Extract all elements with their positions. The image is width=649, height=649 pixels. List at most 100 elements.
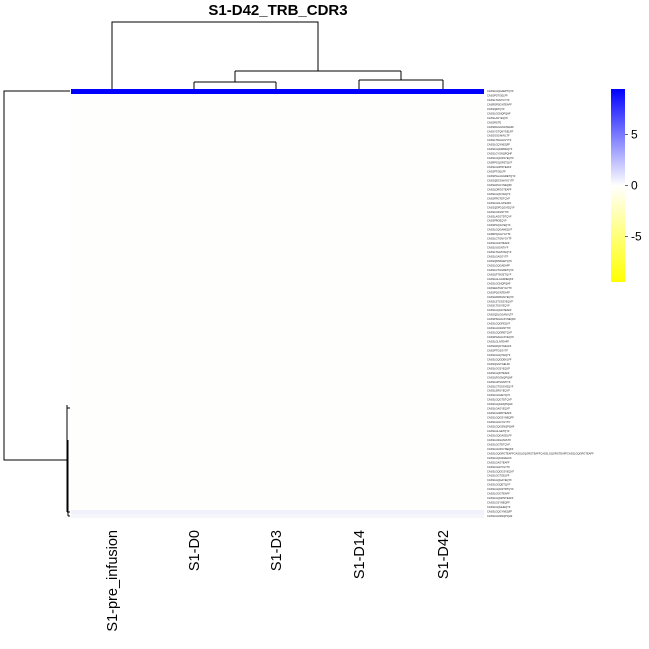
legend-ticks: -5 0 5 [625,128,642,243]
row-label: CASSPGAGGSYEQYF [487,335,515,339]
chart-title: S1-D42_TRB_CDR3 [208,2,347,19]
heatmap-background [71,89,484,518]
row-label: CASSLTGGSYEQYF [487,250,512,254]
row-label: CASSLTSGGGVYTF [487,138,512,142]
row-label: CASSLGSYNEQFF [487,501,510,505]
row-label: CASSLGQGRDEQYF [487,147,513,151]
row-label: CASSLGQGYNEQFF [487,510,512,514]
row-label: CASSLSTGSSYEQYF [487,299,514,303]
row-label: CASSLAGGTDTQYF [487,214,512,218]
column-label: S1-D0 [187,530,203,571]
row-label: CASSLGGSGNTIYF [487,326,511,330]
row-label: CASSFRGTDTQYF [487,196,510,200]
column-label: S1-D14 [352,530,368,579]
row-label: CASSLGQGAYEQYF [487,478,512,482]
row-label: CASRDRSGNTEAFF [487,102,512,106]
row-label: CASSLGQGAHEQYF [487,228,513,232]
row-label: CASSLGQYNEQFF [487,143,510,147]
row-label: CASSLGQNTEAFF [487,371,510,375]
row-labels: CASSLGQGAEPTQYFCASSPGTGELFFCASSLTGNYGYTF… [487,89,594,518]
column-label: S1-D42 [436,530,452,579]
heatmap-body [71,89,484,518]
row-label: CASSLGTSGSYEQYF [487,384,514,388]
row-label: CASSLGQGNTEAFF [487,308,512,312]
row-label: CASSLGQGTDTQYF [487,398,512,402]
row-label: CASSLTGGYEQYF [487,304,510,308]
row-label: CASSPQGNTEAFF [487,290,510,294]
row-label: CASSQDSSGETQYF [487,259,512,263]
row-label: CASSLGGQYEQYF [487,353,511,357]
legend-tick-label: -5 [631,229,642,243]
row-label: CASSLGGQETQYF [487,483,511,487]
row-label: CASSLGQGGSYEQYF [487,469,515,473]
row-label: CASSLGGSNQPQHF [487,514,513,518]
row-label: CASRPGQGFETQYF [487,161,513,165]
row-label: CASSLGQGSGELFF [487,456,512,460]
row-label: CASSLGQGFEQYF [487,322,511,326]
row-label: CASSQEGGANYGYTF [487,178,515,182]
row-label: CASSEGTGNYGYTF [487,286,512,290]
row-label: CASSLGQGHEQYF [487,505,511,509]
row-label: CASSPGQGYEQYF [487,223,511,227]
column-label: S1-D3 [269,530,285,571]
legend-tick-label: 0 [631,179,638,193]
column-labels: S1-pre_infusion S1-D0 S1-D3 S1-D14 S1-D42 [105,530,452,632]
row-label: CASSLRDRGNYEQYF [487,295,514,299]
row-label: CASSLGGRNTEAFF [487,411,512,415]
row-label: CASSQETQYF [487,107,505,111]
row-label: CASSPGLAGGRETQYF [487,174,516,178]
row-label: CASSLGQGSYNEQFF [487,416,514,420]
row-label: CASSLRGGYNEQFF [487,183,512,187]
row-label: CASSLGYSNQPQHF [487,152,512,156]
row-label: CASSLGGGETQYF [487,393,511,397]
row-label: CASSLGGSYEQYF [487,366,510,370]
row-label: CASSQDLGGANVLTF [487,313,514,317]
row-label: CASSLGGPNTEAFF [487,165,512,169]
row-label: CASSLGQGRETQYF [487,331,512,335]
row-label: CASSLGQGSNQPQHF [487,425,515,429]
row-dendrogram [3,90,70,517]
row-label: CASSLGQGAEPTQYF [487,89,514,93]
row-label: CASSLGQGPNTEAFF [487,496,514,500]
row-label: CASSLGGSSYNEQFF [487,447,514,451]
row-label: CASSLGLGETQYF [487,429,510,433]
color-legend: -5 0 5 [611,89,642,282]
row-label: CASSLGTGNYGYTF [487,237,512,241]
row-label: CASSLRTSGETQYF [487,272,512,276]
row-label: CASSRGTE [487,120,502,124]
row-label: CASSPTGELFF [487,170,506,174]
legend-colorbar [611,89,625,282]
row-label: CASSLAGYEQYF [487,116,508,120]
row-label: CASSLGSGNTIYF [487,210,509,214]
row-label: CASSLGGNQPQHF [487,281,511,285]
row-label: CASSLGGNYGYTF [487,465,510,469]
row-label: CASSLGAGYEQYF [487,407,510,411]
row-label: CASSLGQGSTDTQYF [487,487,514,491]
row-label: CASSLSRGYEQYF [487,389,510,393]
row-label: CASSLGQGAEAFF [487,263,510,267]
row-label: CASSLTGNYGYTF [487,98,510,102]
row-label: CASSLGQGNQPQHF [487,402,513,406]
row-label: CASSLDRGGTEAFF [487,187,512,191]
row-label: CASSYGTQNTGELFF [487,129,514,133]
row-label: CASSLVSGNTIYF [487,246,509,250]
row-label: CASSLGGGYGYTF [487,420,511,424]
heatmap-bottom-row [71,510,484,514]
row-label: CASSLGLNTEAFF [487,340,509,344]
row-label: CASSLGAGTEAFF [487,460,510,464]
row-label: CASSQDPGQGYEQYF [487,205,515,209]
column-label: S1-pre_infusion [105,530,121,632]
row-label: CASSLGLAGDNEQFF [487,277,514,281]
row-label: CASSPGTGELFF [487,93,508,97]
row-label: CASSRGGGSGTEAFF [487,125,514,129]
row-label: CASSLGGNQPQHF [487,111,511,115]
row-label: CASSLGGTDTQYF [487,442,510,446]
row-label: CASSGSGANVLTF [487,134,510,138]
row-label: CASSLGQGSSYEQYF [487,156,514,160]
row-label: CASSLGPSGNTIYF [487,380,511,384]
row-label: CASSLGQGYEQYF [487,192,511,196]
row-label: CASSLGTGGRETQYF [487,268,514,272]
row-label: CASSLGQGAGELFF [487,433,512,437]
